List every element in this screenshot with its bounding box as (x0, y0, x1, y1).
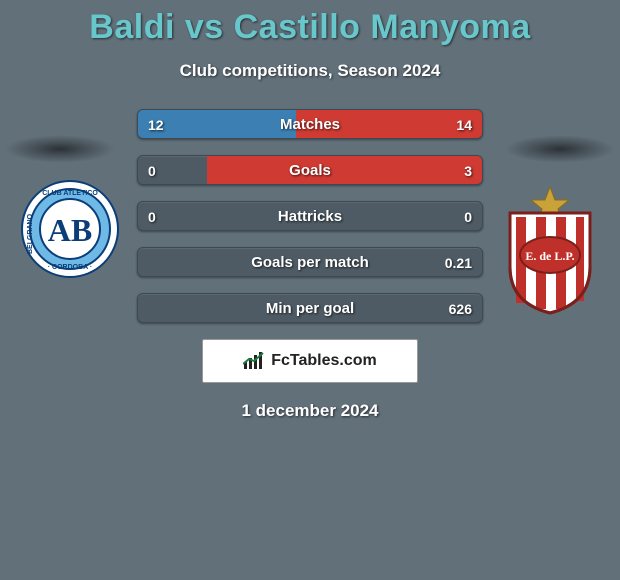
stat-bars: 1214Matches 03Goals 00Hattricks 0.21Goals p… (137, 109, 483, 323)
stat-label: Goals (138, 156, 482, 185)
stat-label: Matches (138, 110, 482, 139)
club-badge-left: CLUB ATLETICO · CORDOBA · BELGRANO AB (20, 179, 120, 279)
stat-bar: 626Min per goal (137, 293, 483, 323)
stat-label: Hattricks (138, 202, 482, 231)
svg-text:· CORDOBA ·: · CORDOBA · (48, 264, 92, 271)
page-title: Baldi vs Castillo Manyoma (0, 0, 620, 47)
player-shadow-right (505, 135, 615, 163)
stat-label: Goals per match (138, 248, 482, 277)
page-subtitle: Club competitions, Season 2024 (0, 61, 620, 81)
svg-text:BELGRANO: BELGRANO (27, 213, 34, 254)
club-badge-right: E. de L.P. (500, 185, 600, 315)
footer-date: 1 december 2024 (0, 401, 620, 421)
brand-chart-icon (243, 352, 265, 370)
stat-label: Min per goal (138, 294, 482, 323)
stat-bar: 00Hattricks (137, 201, 483, 231)
stat-bar: 0.21Goals per match (137, 247, 483, 277)
comparison-stage: CLUB ATLETICO · CORDOBA · BELGRANO AB E.… (0, 109, 620, 421)
player-shadow-left (5, 135, 115, 163)
stat-bar: 03Goals (137, 155, 483, 185)
svg-text:CLUB ATLETICO: CLUB ATLETICO (42, 190, 98, 197)
club-badge-left-initials: AB (48, 212, 92, 248)
brand-box[interactable]: FcTables.com (202, 339, 418, 383)
stat-bar: 1214Matches (137, 109, 483, 139)
club-badge-right-initials: E. de L.P. (525, 249, 574, 263)
brand-text: FcTables.com (271, 352, 377, 370)
